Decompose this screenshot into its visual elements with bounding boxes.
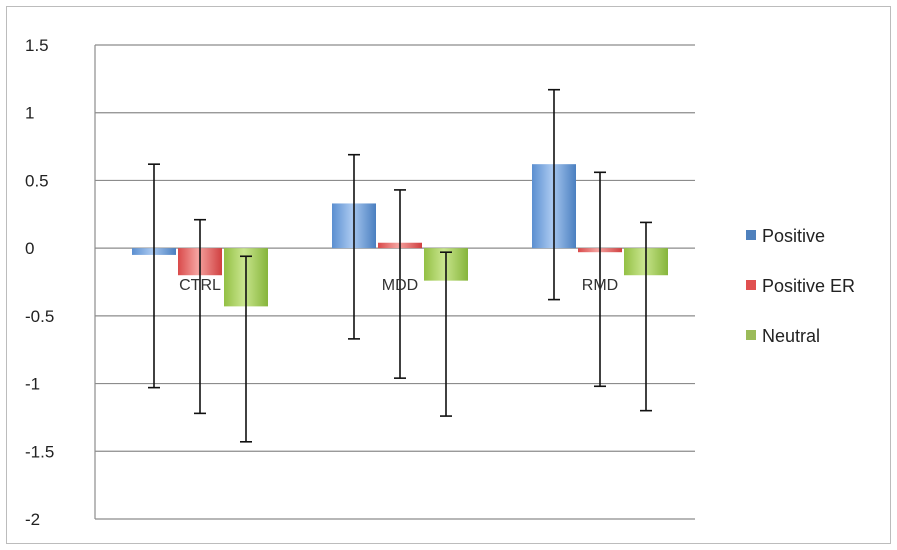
category-labels: CTRL MDD RMD: [179, 277, 618, 294]
y-tick-label: 0: [25, 239, 34, 258]
y-tick-label: -1: [25, 375, 40, 394]
legend-label: Positive: [762, 226, 825, 246]
y-tick-label: 0.5: [25, 171, 49, 190]
y-axis: 1.5 1 0.5 0 -0.5 -1 -1.5 -2: [25, 36, 96, 529]
category-label: MDD: [382, 277, 418, 294]
legend-swatch: [746, 330, 756, 340]
legend-label: Positive ER: [762, 276, 855, 296]
legend-swatch: [746, 280, 756, 290]
legend-label: Neutral: [762, 326, 820, 346]
legend: Positive Positive ER Neutral: [746, 226, 855, 346]
y-tick-label: -2: [25, 510, 40, 529]
y-tick-label: -1.5: [25, 442, 54, 461]
category-label: RMD: [582, 277, 618, 294]
legend-swatch: [746, 230, 756, 240]
error-bars: [148, 88, 652, 443]
category-label: CTRL: [179, 277, 221, 294]
y-tick-label: -0.5: [25, 307, 54, 326]
y-tick-label: 1.5: [25, 36, 49, 55]
chart-frame: 1.5 1 0.5 0 -0.5 -1 -1.5 -2 CTRL MDD RMD Positive…: [6, 6, 891, 544]
bar-chart: 1.5 1 0.5 0 -0.5 -1 -1.5 -2 CTRL MDD RMD Positive…: [25, 36, 855, 529]
y-tick-label: 1: [25, 104, 34, 123]
